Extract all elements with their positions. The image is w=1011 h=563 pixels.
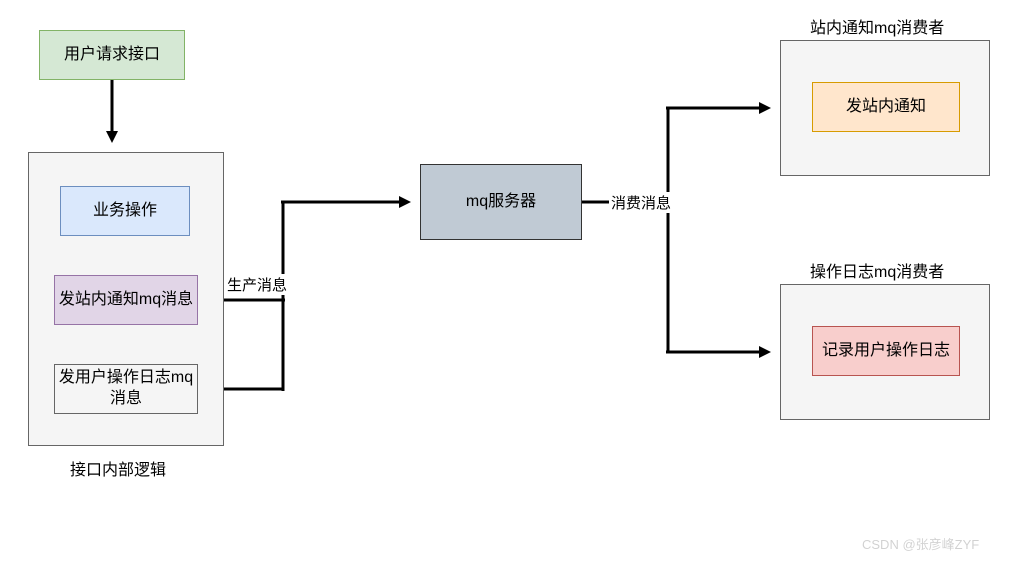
edge-label-consume: 消费消息	[609, 192, 673, 213]
container-consumer-oplog-label: 操作日志mq消费者	[810, 258, 944, 282]
node-send-notify-text: 发站内通知	[846, 97, 926, 118]
edge-label-produce: 生产消息	[225, 274, 289, 295]
node-user-request-text: 用户请求接口	[64, 45, 160, 66]
node-send-oplog-mq: 发用户操作日志mq消息	[54, 364, 198, 414]
container-consumer-notify-label: 站内通知mq消费者	[810, 14, 944, 38]
node-mq-server-text: mq服务器	[466, 192, 536, 213]
node-send-notify-mq: 发站内通知mq消息	[54, 275, 198, 325]
node-record-oplog: 记录用户操作日志	[812, 326, 960, 376]
node-record-oplog-text: 记录用户操作日志	[822, 341, 950, 362]
node-send-notify: 发站内通知	[812, 82, 960, 132]
container-inner-logic-label: 接口内部逻辑	[70, 456, 166, 480]
node-send-oplog-mq-text: 发用户操作日志mq消息	[55, 368, 197, 410]
node-send-notify-mq-text: 发站内通知mq消息	[59, 290, 193, 311]
watermark: CSDN @张彦峰ZYF	[862, 534, 979, 553]
node-biz-op: 业务操作	[60, 186, 190, 236]
node-user-request: 用户请求接口	[39, 30, 185, 80]
node-mq-server: mq服务器	[420, 164, 582, 240]
node-biz-op-text: 业务操作	[93, 201, 157, 222]
